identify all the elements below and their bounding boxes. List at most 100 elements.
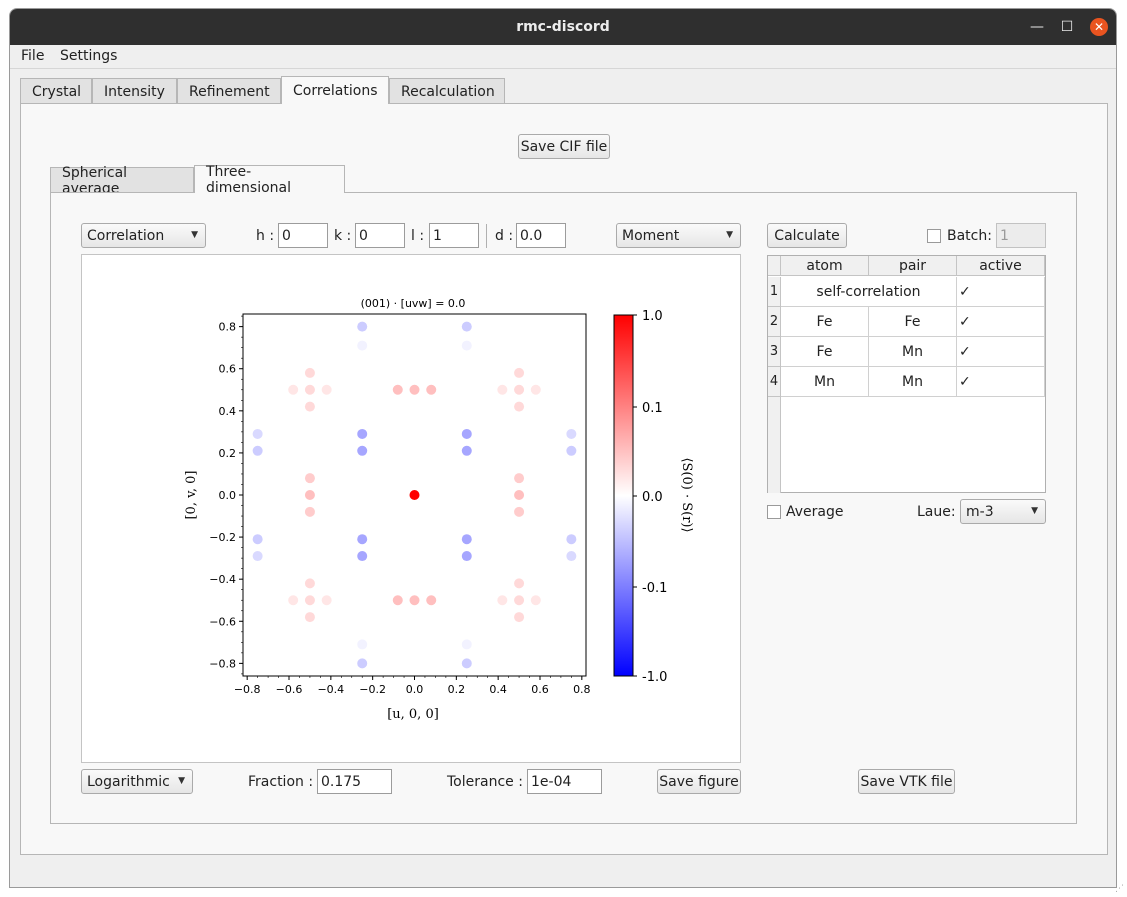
plot-canvas[interactable]: (001) · [uvw] = 0.0 −0.8 −0.6 −0.4 −0.2 0.0 0… [81, 254, 741, 763]
table-cell-atom[interactable]: Mn [781, 367, 869, 397]
correlation-combo[interactable]: Correlation ▼ [81, 223, 206, 248]
minimize-icon[interactable]: — [1030, 19, 1044, 35]
chart-title: (001) · [uvw] = 0.0 [361, 297, 466, 310]
row-number[interactable]: 4 [768, 367, 781, 397]
tab-correlations[interactable]: Correlations [281, 76, 389, 104]
table-cell-pair[interactable]: Mn [869, 337, 957, 367]
data-point [321, 595, 332, 606]
colorbar-ticks: 1.0 0.1 0.0 -0.1 -1.0 [633, 309, 667, 685]
data-point [357, 340, 368, 351]
x-tick-label: 0.4 [489, 683, 507, 696]
d-input[interactable]: 0.0 [516, 223, 566, 248]
row-number[interactable]: 2 [768, 307, 781, 337]
l-label: l : [411, 228, 425, 244]
y-tick-label: −0.8 [209, 657, 236, 670]
data-point [304, 612, 315, 623]
data-point [252, 534, 263, 545]
laue-combo[interactable]: m-3 ▼ [960, 499, 1046, 524]
data-point [357, 639, 368, 650]
k-input[interactable]: 0 [355, 223, 405, 248]
data-point [392, 384, 403, 395]
y-axis-label: [0, v, 0] [184, 470, 199, 519]
table-cell-pair[interactable]: Fe [869, 307, 957, 337]
tab-recalculation[interactable]: Recalculation [389, 78, 505, 104]
correlation-plot: (001) · [uvw] = 0.0 −0.8 −0.6 −0.4 −0.2 0.0 0… [184, 297, 694, 722]
title-bar: rmc-discord [10, 9, 1116, 45]
column-header-pair[interactable]: pair [869, 256, 957, 276]
data-point [321, 384, 332, 395]
y-tick-label: −0.6 [209, 615, 236, 628]
colorbar-tick-label: 1.0 [642, 309, 663, 324]
batch-input[interactable]: 1 [996, 223, 1046, 248]
data-point [304, 595, 315, 606]
active-checkbox[interactable]: ✓ [957, 277, 1045, 307]
data-point [530, 384, 541, 395]
laue-combo-value: m-3 [966, 503, 994, 520]
data-point [304, 473, 315, 484]
data-point [514, 367, 525, 378]
batch-checkbox[interactable] [927, 229, 941, 243]
column-header-active[interactable]: active [957, 256, 1045, 276]
resize-grip-icon[interactable]: ⋰ [1115, 884, 1124, 894]
active-checkbox[interactable]: ✓ [957, 307, 1045, 337]
data-point [304, 401, 315, 412]
menu-settings[interactable]: Settings [60, 48, 118, 64]
fraction-input[interactable]: 0.175 [317, 769, 392, 794]
h-input[interactable]: 0 [278, 223, 328, 248]
data-point [461, 551, 472, 562]
save-vtk-button[interactable]: Save VTK file [858, 769, 955, 794]
row-number[interactable]: 3 [768, 337, 781, 367]
average-checkbox[interactable] [767, 505, 781, 519]
tab-crystal[interactable]: Crystal [20, 78, 92, 104]
data-point [514, 401, 525, 412]
row-number[interactable]: 1 [768, 277, 781, 307]
table-cell-pair[interactable]: Mn [869, 367, 957, 397]
colorbar [613, 314, 634, 677]
data-point [461, 534, 472, 545]
calculate-button[interactable]: Calculate [767, 223, 847, 248]
table-cell-atom[interactable]: Fe [781, 307, 869, 337]
menu-bar: File Settings [10, 45, 1116, 69]
y-tick-label: 0.2 [219, 447, 237, 460]
fraction-label: Fraction : [248, 774, 314, 790]
close-icon[interactable]: ✕ [1090, 18, 1108, 36]
table-cell-atom[interactable]: Fe [781, 337, 869, 367]
data-point [304, 367, 315, 378]
active-checkbox[interactable]: ✓ [957, 367, 1045, 397]
tab-refinement[interactable]: Refinement [177, 78, 281, 104]
menu-file[interactable]: File [21, 48, 45, 64]
data-point [566, 551, 577, 562]
data-point [514, 578, 525, 589]
tab-spherical-average[interactable]: Spherical average [50, 165, 194, 197]
x-tick-label: 0.6 [531, 683, 549, 696]
data-point [461, 658, 472, 669]
moment-combo[interactable]: Moment ▼ [616, 223, 741, 248]
scale-combo[interactable]: Logarithmic ▼ [81, 769, 193, 794]
moment-combo-value: Moment [622, 227, 680, 244]
data-point [514, 506, 525, 517]
data-point [304, 506, 315, 517]
table-cell-atom[interactable]: self-correlation [781, 277, 957, 307]
data-point [304, 490, 315, 500]
active-checkbox[interactable]: ✓ [957, 337, 1045, 367]
data-point [252, 428, 263, 439]
save-figure-button[interactable]: Save figure [657, 769, 741, 794]
save-cif-button[interactable]: Save CIF file [518, 134, 610, 159]
tab-intensity[interactable]: Intensity [92, 78, 177, 104]
maximize-icon[interactable]: ☐ [1060, 19, 1074, 35]
data-point [514, 490, 525, 500]
data-point [514, 612, 525, 623]
separator [486, 224, 487, 248]
data-point [288, 384, 299, 395]
data-point [409, 384, 420, 395]
row-header-filler [768, 397, 781, 493]
h-label: h : [256, 228, 275, 244]
data-point [461, 445, 472, 456]
l-input[interactable]: 1 [429, 223, 479, 248]
chevron-down-icon: ▼ [178, 776, 185, 786]
tolerance-label: Tolerance : [447, 774, 523, 790]
y-tick-label: −0.2 [209, 531, 236, 544]
tolerance-input[interactable]: 1e-04 [527, 769, 602, 794]
column-header-atom[interactable]: atom [781, 256, 869, 276]
tab-three-dimensional[interactable]: Three-dimensional [194, 164, 345, 196]
